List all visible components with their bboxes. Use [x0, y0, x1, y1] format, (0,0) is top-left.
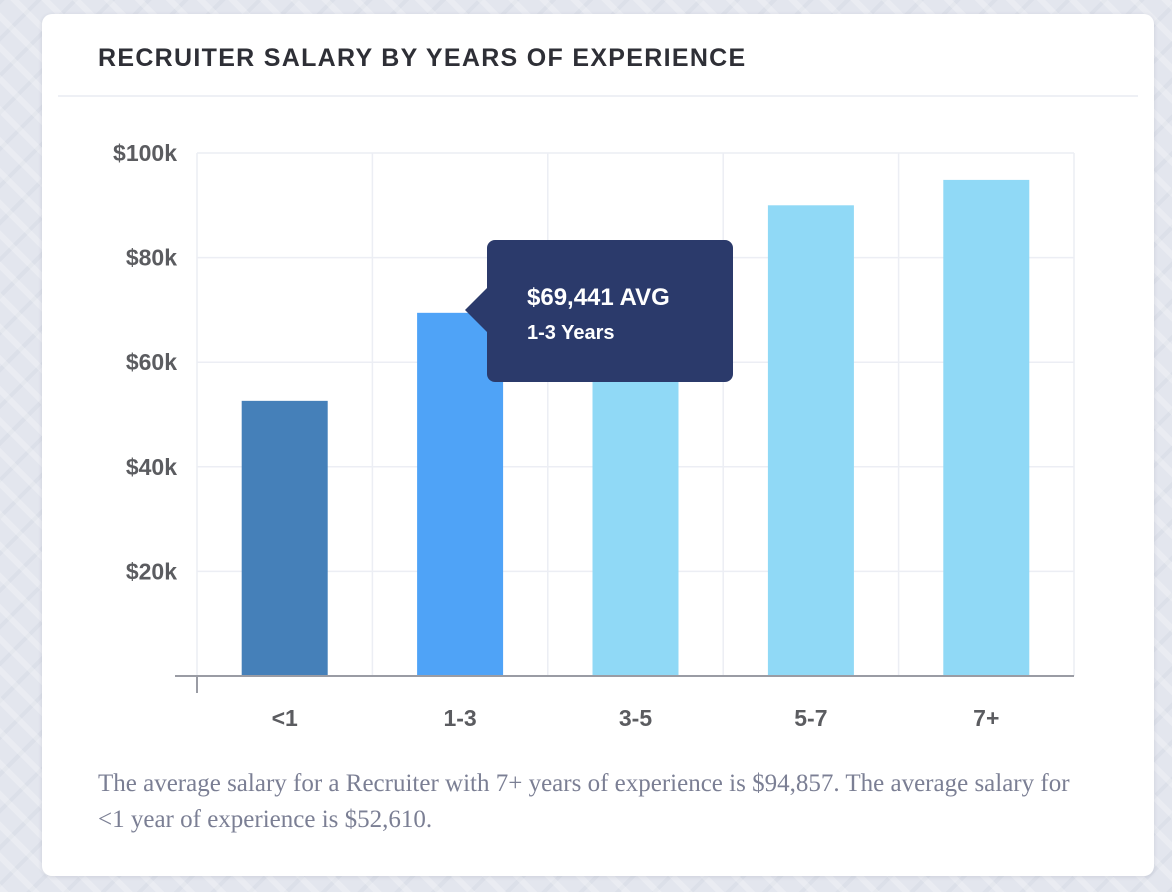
y-tick-label: $100k [113, 140, 177, 166]
bar-5[interactable] [943, 179, 1030, 676]
chart-title: RECRUITER SALARY BY YEARS OF EXPERIENCE [98, 44, 747, 72]
x-tick-label: <1 [272, 705, 298, 731]
title-divider [58, 95, 1138, 97]
chart-caption: The average salary for a Recruiter with … [98, 770, 1070, 833]
axes [175, 675, 1074, 693]
x-tick-label: 3-5 [619, 705, 652, 731]
salary-chart-card: RECRUITER SALARY BY YEARS OF EXPERIENCE … [42, 14, 1154, 876]
tooltip-label: 1-3 Years [527, 322, 615, 344]
bar-chart: $20k $40k $60k $80k $100k <1 1-3 3-5 5-7 7+ [113, 140, 1075, 731]
x-tick-label: 1-3 [443, 705, 476, 731]
x-tick-label: 7+ [973, 705, 999, 731]
y-tick-label: $80k [126, 245, 177, 271]
bar-1[interactable] [241, 400, 328, 676]
x-tick-label: 5-7 [794, 705, 827, 731]
y-tick-label: $20k [126, 558, 177, 584]
tick-labels: $20k $40k $60k $80k $100k <1 1-3 3-5 5-7 7+ [113, 140, 999, 731]
y-tick-label: $40k [126, 454, 177, 480]
tooltip-value: $69,441 AVG [527, 284, 670, 311]
y-tick-label: $60k [126, 349, 177, 375]
bar-4[interactable] [767, 205, 854, 677]
bar-tooltip: $69,441 AVG 1-3 Years [465, 240, 733, 382]
